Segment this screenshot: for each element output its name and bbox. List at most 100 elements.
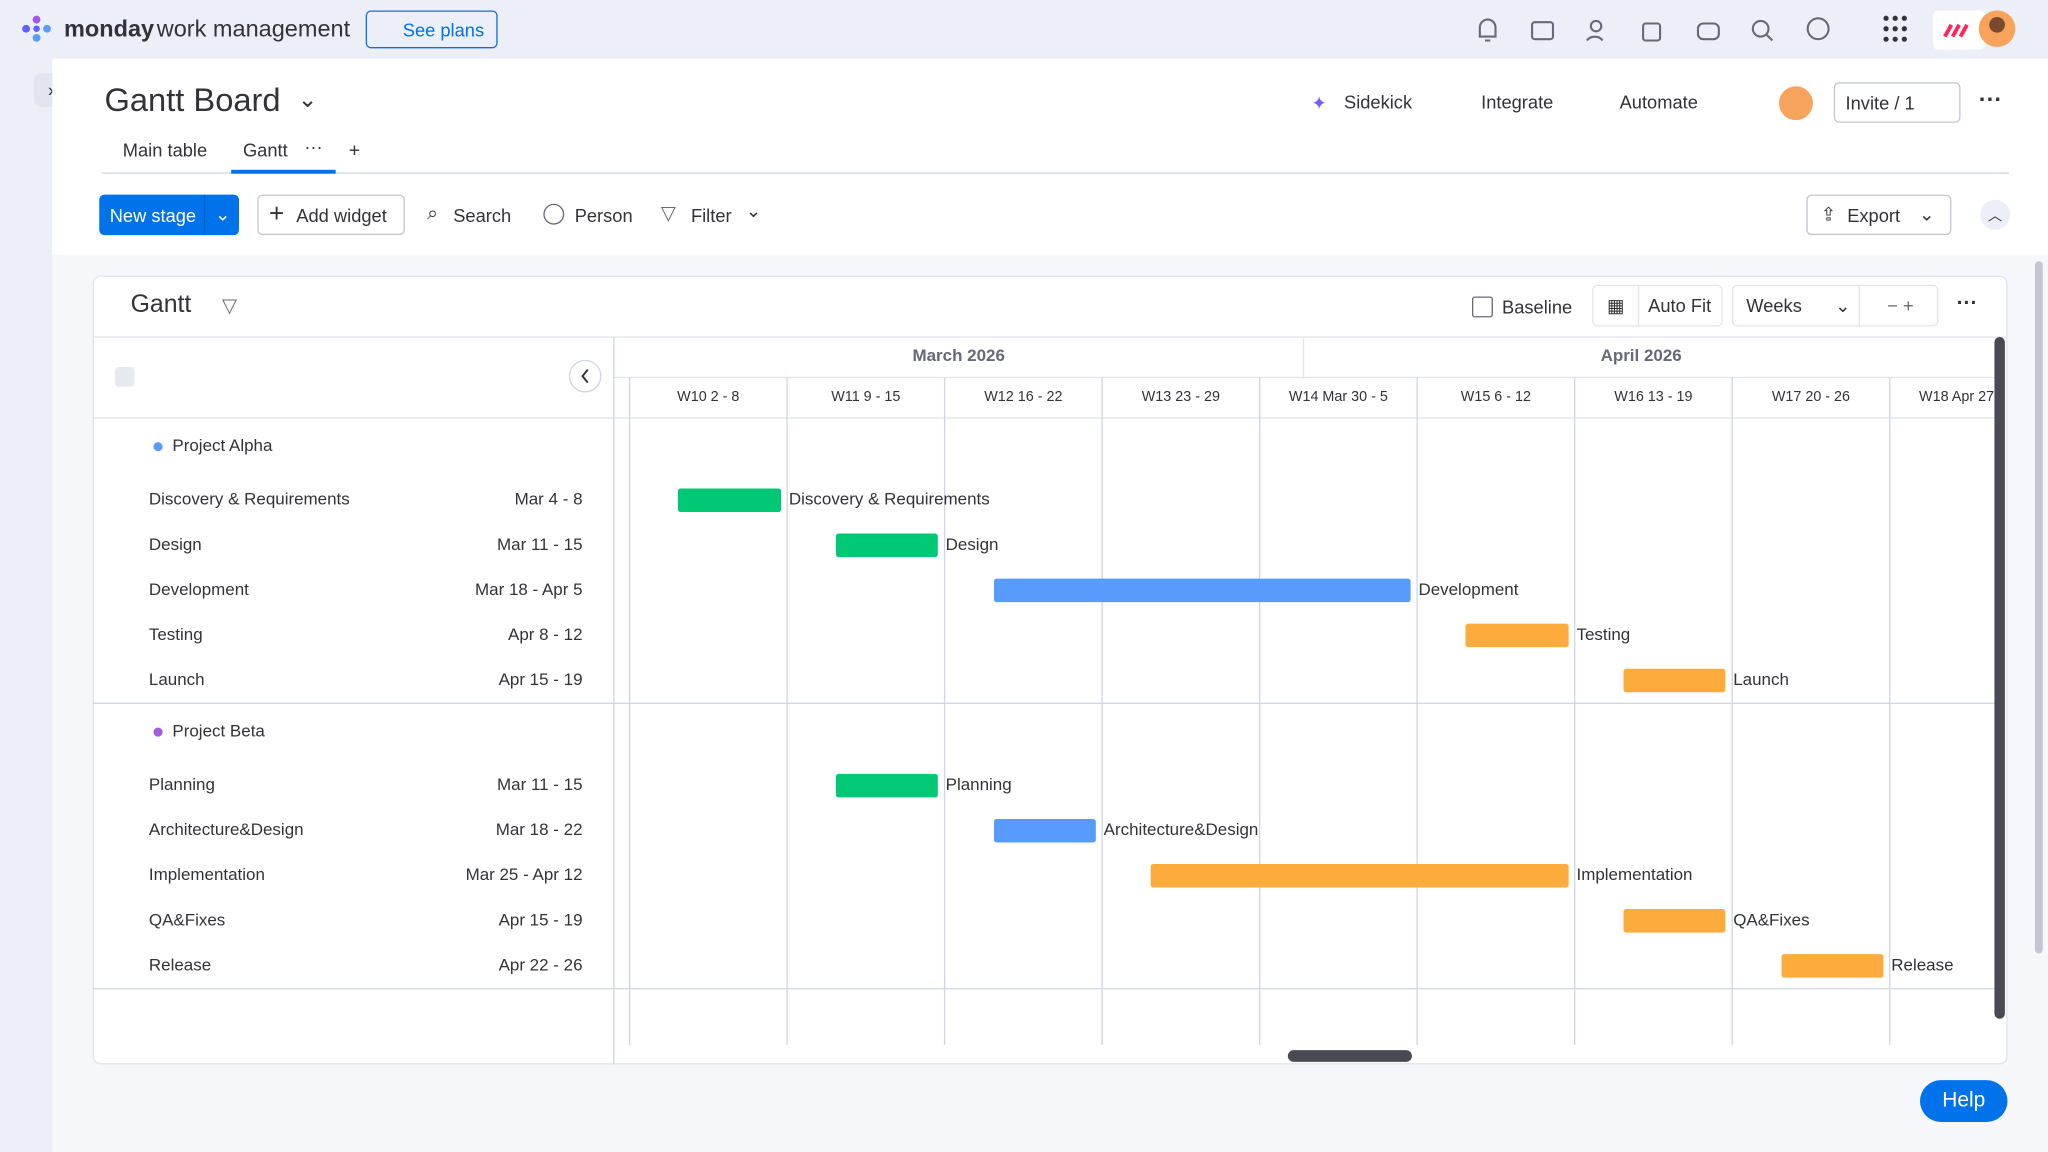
task-name[interactable]: Planning	[149, 775, 215, 794]
task-bar[interactable]	[1150, 863, 1569, 888]
product: work management	[156, 15, 351, 42]
task-bar[interactable]	[1623, 668, 1726, 693]
task-name[interactable]: Design	[149, 535, 202, 554]
task-name[interactable]: Architecture&Design	[149, 820, 304, 839]
bar-label: Release	[1891, 955, 1953, 974]
task-name[interactable]: QA&Fixes	[149, 910, 225, 929]
board-title: Gantt Board	[104, 82, 281, 119]
task-bar[interactable]	[993, 818, 1096, 843]
task-dates: Apr 15 - 19	[499, 910, 583, 929]
bar-label: Development	[1418, 580, 1518, 599]
see-plans-button[interactable]: See plans	[365, 10, 498, 49]
baseline-icon	[1471, 296, 1493, 318]
task-dates: Apr 8 - 12	[508, 625, 583, 644]
see-plans: See plans	[402, 18, 485, 40]
week-label: W17 20 - 26	[1772, 389, 1850, 405]
task-name[interactable]: Implementation	[149, 865, 265, 884]
panel-toggle-chevron	[581, 369, 589, 384]
avatar	[1778, 86, 1813, 121]
vertical-scrollbar[interactable]	[1994, 336, 2005, 1019]
task-bar[interactable]	[677, 488, 782, 512]
month-label: April 2026	[1601, 346, 1682, 365]
filter[interactable]: Filter	[690, 205, 732, 226]
bar-label: Implementation	[1576, 865, 1692, 884]
sidebar	[0, 58, 53, 1152]
export-button[interactable]: ⇪ Export ⌄	[1806, 194, 1952, 236]
group-name[interactable]: Project Alpha	[172, 436, 273, 455]
task-name[interactable]: Testing	[149, 625, 203, 644]
more-menu[interactable]: ···	[1978, 86, 2003, 113]
task-dates: Mar 18 - Apr 5	[475, 580, 583, 599]
task-bar[interactable]	[835, 773, 938, 798]
task-bar[interactable]	[1465, 623, 1569, 648]
filter-caret[interactable]: ⌄	[745, 199, 762, 221]
bar-label: Launch	[1733, 670, 1789, 689]
baseline[interactable]: Baseline	[1502, 296, 1573, 318]
zoom: Weeks	[1746, 295, 1802, 317]
collapse-all[interactable]	[114, 367, 135, 387]
week-label: W14 Mar 30 - 5	[1289, 389, 1388, 405]
task-dates: Mar 11 - 15	[497, 535, 583, 554]
bar-label: Planning	[946, 775, 1012, 794]
task-dates: Apr 22 - 26	[499, 955, 583, 974]
top-icons	[1478, 10, 2016, 50]
group-dot	[153, 727, 163, 737]
invite-button[interactable]: Invite / 1	[1833, 82, 1961, 123]
bar-label: Architecture&Design	[1104, 820, 1259, 839]
sidekick-icon: ✦	[1311, 92, 1327, 114]
gantt-more[interactable]: ···	[1956, 292, 1978, 315]
tab[interactable]: Main table	[122, 139, 208, 161]
week-label: W12 16 - 22	[984, 389, 1062, 405]
task-name[interactable]: Discovery & Requirements	[149, 490, 350, 509]
collapse-header[interactable]: ︿	[1980, 199, 2011, 230]
task-bar[interactable]	[1781, 954, 1884, 978]
panel-toggle[interactable]	[568, 359, 602, 393]
brand: monday	[63, 15, 155, 42]
task-dates: Mar 25 - Apr 12	[466, 865, 583, 884]
action[interactable]: Sidekick	[1343, 91, 1413, 113]
add-tab[interactable]: +	[348, 139, 361, 162]
action[interactable]: Automate	[1619, 91, 1698, 113]
horizontal-scrollbar[interactable]	[1287, 1050, 1412, 1062]
new-stage-button[interactable]: New stage ⌄	[99, 194, 240, 236]
help: Help	[1942, 1089, 1986, 1112]
week-label: W15 6 - 12	[1461, 389, 1531, 405]
add-widget-button[interactable]: + Add widget	[257, 194, 405, 236]
group-name[interactable]: Project Beta	[172, 722, 265, 741]
task-name[interactable]: Launch	[149, 670, 205, 689]
search[interactable]: Search	[453, 205, 512, 226]
new-stage: New stage	[109, 204, 197, 226]
auto-fit: Auto Fit	[1648, 295, 1712, 317]
export: Export	[1847, 204, 1901, 226]
week-label: W11 9 - 15	[831, 389, 900, 405]
tab-menu[interactable]: ···	[304, 135, 323, 157]
bar-label: Design	[946, 535, 999, 554]
bar-label: QA&Fixes	[1733, 910, 1809, 929]
bar-label: Testing	[1576, 625, 1630, 644]
task-bar[interactable]	[993, 578, 1411, 603]
gantt-filter-icon[interactable]: ▽	[222, 295, 238, 318]
bar-label: Discovery & Requirements	[789, 490, 990, 509]
task-bar[interactable]	[1623, 909, 1726, 933]
task-bar[interactable]	[835, 533, 938, 558]
task-dates: Mar 4 - 8	[515, 490, 583, 509]
tab-divider	[101, 172, 2009, 174]
action[interactable]: Integrate	[1481, 91, 1554, 113]
task-name[interactable]: Release	[149, 955, 211, 974]
task-name[interactable]: Development	[149, 580, 249, 599]
person[interactable]: Person	[574, 205, 633, 226]
task-dates: Apr 15 - 19	[499, 670, 583, 689]
help-button[interactable]: Help	[1919, 1080, 2008, 1122]
top-bar	[0, 0, 2048, 59]
gantt-title: Gantt	[130, 291, 192, 319]
auto-fit-button[interactable]: ▦ Auto Fit	[1592, 284, 1723, 327]
title-caret[interactable]: ⌄	[297, 86, 318, 113]
task-dates: Mar 11 - 15	[497, 775, 583, 794]
tab-active[interactable]: Gantt	[242, 139, 288, 161]
logo	[22, 15, 51, 42]
add-widget: Add widget	[296, 204, 387, 226]
week-label: W16 13 - 19	[1614, 389, 1692, 405]
zoom-select[interactable]: Weeks ⌄ − +	[1731, 284, 1939, 327]
